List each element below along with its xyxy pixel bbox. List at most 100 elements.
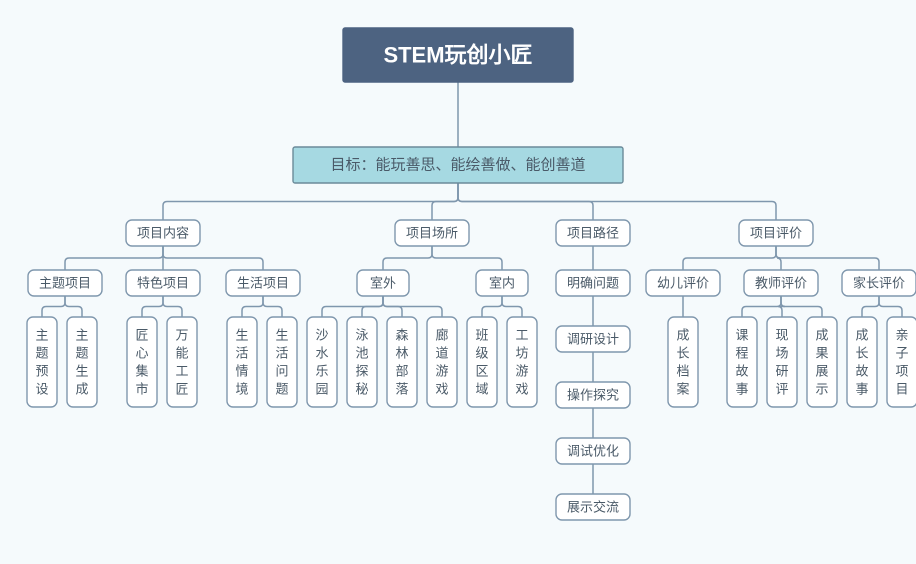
node-label: 主 (75, 328, 88, 343)
node-label: 示 (815, 382, 828, 397)
node-label: 项 (895, 364, 908, 379)
node-growth: 成长档案 (668, 317, 698, 407)
node-label: 班 (475, 328, 488, 343)
node-label: 题 (35, 346, 48, 361)
node-jiangxin: 匠心集市 (127, 317, 157, 407)
node-label: 操作探究 (567, 388, 619, 403)
node-class-area: 班级区域 (467, 317, 497, 407)
node-label: 万 (175, 328, 188, 343)
node-label: 课 (735, 328, 748, 343)
node-label: 档 (676, 364, 689, 379)
node-root: STEM玩创小匠 (343, 28, 573, 82)
node-label: 研 (775, 364, 788, 379)
node-life-prob: 生活问题 (267, 317, 297, 407)
node-label: 游 (515, 364, 528, 379)
node-course-story: 课程故事 (727, 317, 757, 407)
node-label: 情 (235, 364, 248, 379)
node-result-show: 成果展示 (807, 317, 837, 407)
node-label: 主 (35, 328, 48, 343)
node-label: 生 (235, 328, 248, 343)
node-pool: 泳池探秘 (347, 317, 377, 407)
node-label: 项目评价 (750, 226, 802, 241)
node-label: 水 (315, 346, 328, 361)
node-label: 目标：能玩善思、能绘善做、能创善道 (330, 157, 585, 174)
node-label: 程 (735, 346, 748, 361)
node-workshop: 工坊游戏 (507, 317, 537, 407)
node-label: 泳 (355, 328, 368, 343)
node-wanneng: 万能工匠 (167, 317, 197, 407)
node-child-eval: 幼儿评价 (646, 270, 720, 296)
node-label: 明确问题 (567, 276, 619, 291)
node-label: 项目内容 (137, 226, 189, 241)
node-p2: 调研设计 (556, 326, 630, 352)
node-label: 池 (355, 346, 368, 361)
node-label: 游 (435, 364, 448, 379)
node-label: 部 (395, 364, 408, 379)
node-label: STEM玩创小匠 (383, 43, 532, 68)
node-label: 园 (315, 382, 328, 397)
node-label: 调试优化 (567, 444, 619, 459)
node-label: 域 (475, 382, 488, 397)
node-label: 工 (515, 328, 528, 343)
node-label: 故 (735, 364, 748, 379)
org-chart-diagram: STEM玩创小匠目标：能玩善思、能绘善做、能创善道项目内容主题项目主题预设主题生… (0, 0, 916, 564)
node-label: 现 (775, 328, 788, 343)
node-label: 调研设计 (567, 332, 619, 347)
node-label: 匠 (135, 328, 148, 343)
node-label: 事 (735, 382, 748, 397)
node-label: 成 (855, 328, 868, 343)
node-p4: 调试优化 (556, 438, 630, 464)
node-label: 道 (435, 346, 448, 361)
node-label: 探 (355, 364, 368, 379)
boxes-layer: STEM玩创小匠目标：能玩善思、能绘善做、能创善道项目内容主题项目主题预设主题生… (27, 28, 916, 520)
node-theme: 主题项目 (28, 270, 102, 296)
node-label: 目 (895, 382, 908, 397)
node-life-scene: 生活情境 (227, 317, 257, 407)
node-label: 题 (275, 382, 288, 397)
node-label: 长 (676, 346, 689, 361)
node-theme-gen: 主题生成 (67, 317, 97, 407)
node-parent-eval: 家长评价 (842, 270, 916, 296)
node-corridor: 廊道游戏 (427, 317, 457, 407)
node-parent-child: 亲子项目 (887, 317, 916, 407)
node-content: 项目内容 (126, 220, 200, 246)
node-label: 集 (135, 364, 148, 379)
node-label: 预 (35, 364, 48, 379)
node-eval: 项目评价 (739, 220, 813, 246)
node-label: 区 (475, 364, 488, 379)
node-label: 故 (855, 364, 868, 379)
node-label: 沙 (315, 328, 328, 343)
node-label: 亲 (895, 328, 908, 343)
node-place: 项目场所 (395, 220, 469, 246)
node-label: 设 (35, 382, 48, 397)
node-label: 生活项目 (237, 276, 289, 291)
node-label: 幼儿评价 (657, 276, 709, 291)
node-label: 成 (75, 382, 88, 397)
node-outdoor: 室外 (357, 270, 409, 296)
node-label: 室内 (489, 276, 515, 291)
node-forest: 森林部落 (387, 317, 417, 407)
node-label: 戏 (435, 382, 448, 397)
node-label: 秘 (355, 382, 368, 397)
node-field-review: 现场研评 (767, 317, 797, 407)
node-label: 室外 (370, 276, 396, 291)
node-label: 生 (275, 328, 288, 343)
node-p3: 操作探究 (556, 382, 630, 408)
node-label: 展 (815, 364, 828, 379)
node-theme-pre: 主题预设 (27, 317, 57, 407)
node-sand: 沙水乐园 (307, 317, 337, 407)
node-label: 廊 (435, 328, 448, 343)
node-label: 戏 (515, 382, 528, 397)
node-label: 乐 (315, 364, 328, 379)
node-label: 案 (676, 382, 689, 397)
node-label: 长 (855, 346, 868, 361)
node-label: 问 (275, 364, 288, 379)
node-label: 森 (395, 328, 408, 343)
node-label: 教师评价 (755, 276, 807, 291)
node-label: 境 (235, 382, 248, 397)
node-life: 生活项目 (226, 270, 300, 296)
node-label: 家长评价 (853, 276, 905, 291)
node-indoor: 室内 (476, 270, 528, 296)
node-label: 题 (75, 346, 88, 361)
node-label: 心 (135, 346, 148, 361)
